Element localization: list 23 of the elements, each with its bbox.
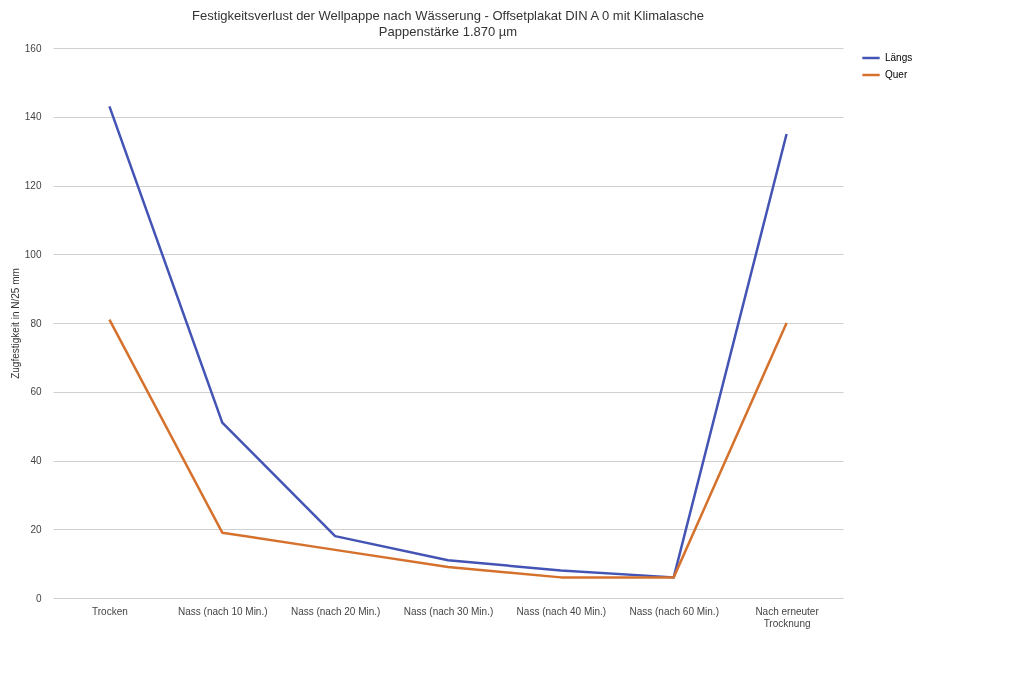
y-tick-label: 160 [24, 42, 42, 54]
y-tick-label: 100 [24, 248, 42, 260]
x-tick-label: Nass (nach 40 Min.) [516, 605, 607, 617]
y-axis-title: Zugfestigkeit in N/25 mm [9, 268, 21, 379]
line-series [108, 318, 788, 579]
x-tick-label: Nass (nach 60 Min.) [629, 605, 719, 617]
y-tick-label: 140 [24, 111, 42, 123]
y-tick-label: 80 [30, 317, 42, 329]
y-tick-label: 20 [30, 523, 42, 535]
legend-label: Längs [885, 52, 913, 63]
x-tick-label: Nass (nach 30 Min.) [403, 605, 494, 617]
legend-label: Quer [885, 69, 908, 80]
line-series [108, 105, 788, 579]
x-tick-label: Nach erneuter Trocknung [755, 605, 820, 629]
y-tick-label: 60 [30, 386, 42, 398]
chart-subtitle: Pappenstärke 1.870 µm [378, 24, 518, 39]
chart-title: Festigkeitsverlust der Wellpappe nach Wässerung - Offsetplakat DIN A 0 mit Klimalasche [192, 8, 704, 23]
y-tick-label: 0 [35, 592, 42, 604]
x-tick-label: Trocken [92, 605, 128, 617]
y-tick-label: 40 [30, 455, 42, 466]
y-tick-label: 120 [24, 180, 42, 191]
x-tick-label: Nass (nach 10 Min.) [178, 605, 268, 617]
x-tick-label: Nass (nach 20 Min.) [290, 605, 381, 617]
